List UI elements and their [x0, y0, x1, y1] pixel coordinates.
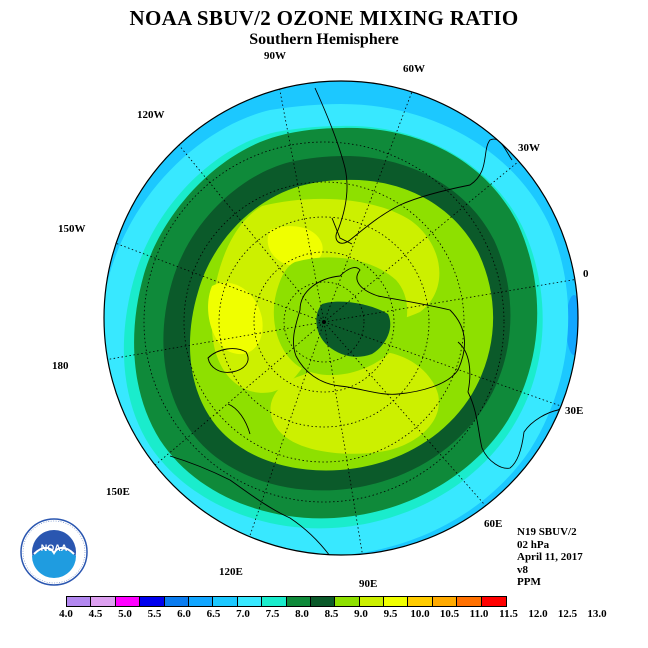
lon-label-90w: 90W	[264, 50, 286, 62]
swatch-12-0	[457, 597, 482, 606]
tick-6-0: 6.0	[177, 608, 191, 620]
version-label: v8	[517, 563, 528, 576]
swatch-11-5	[432, 597, 458, 606]
meridian-90e	[323, 321, 367, 555]
swatch-5-0	[115, 597, 141, 606]
swatch-10-5	[384, 597, 409, 606]
ozone-field	[104, 81, 578, 555]
tick-4-5: 4.5	[88, 608, 103, 620]
swatch-9-5	[335, 597, 360, 606]
lat-circle-2	[253, 251, 395, 393]
swatch-6-5	[188, 597, 214, 606]
swatch-4-5	[91, 597, 116, 606]
tick-13-0: 13.0	[587, 608, 607, 620]
meridian-120w	[159, 121, 325, 323]
south-america-coast	[314, 87, 513, 244]
lon-label-120w: 120W	[137, 109, 165, 121]
logo-ring-lettering	[22, 520, 86, 584]
meridian-90w	[275, 81, 325, 323]
meridian-180	[104, 321, 325, 367]
lat-circle-1	[283, 281, 365, 363]
date-label: April 11, 2017	[517, 551, 583, 563]
swatch-11-0	[408, 597, 433, 606]
tierra-del-fuego	[331, 217, 353, 245]
lon-label-180: 180	[52, 360, 69, 372]
pressure-level-label: 02 hPa	[517, 538, 550, 551]
colorbar	[66, 596, 508, 607]
tick-7-0: 7.0	[236, 608, 250, 620]
tick-7-5: 7.5	[265, 608, 280, 620]
africa-coast	[457, 341, 578, 469]
satellite-label: N19 SBUV/2	[517, 526, 577, 538]
lat-circle-5	[143, 141, 505, 503]
map-title: NOAA SBUV/2 OZONE MIXING RATIO	[129, 6, 519, 30]
logo-sea	[32, 549, 76, 578]
tick-12-5: 12.5	[557, 608, 578, 620]
tick-5-5: 5.5	[147, 608, 162, 620]
swatch-5-5	[140, 597, 165, 606]
tick-9-0: 9.0	[354, 608, 368, 620]
colorbar-ticks: 4.0 4.5 5.0 5.5 6.0 6.5 7.0 7.5 8.0 8.5 …	[58, 608, 607, 622]
south-pole-marker	[322, 320, 326, 324]
tick-8-0: 8.0	[295, 608, 309, 620]
tick-10-5: 10.5	[439, 608, 460, 620]
band-9-0-core	[316, 301, 391, 357]
tick-9-5: 9.5	[383, 608, 398, 620]
swatch-8-5	[286, 597, 311, 606]
lat-circle-4	[183, 181, 465, 463]
swatch-6-0	[164, 597, 189, 606]
nz-coast	[227, 403, 251, 435]
antarctica-coast	[293, 267, 465, 395]
tick-10-0: 10.0	[410, 608, 430, 620]
lon-label-30w: 30W	[518, 142, 540, 154]
swatch-8-0	[262, 597, 287, 606]
meridian-150e	[127, 321, 325, 489]
band-10-5-a	[267, 226, 323, 267]
tick-6-5: 6.5	[206, 608, 221, 620]
lon-label-30e: 30E	[565, 405, 584, 417]
australia-coast	[169, 455, 331, 555]
units-label: PPM	[517, 576, 541, 588]
tick-8-5: 8.5	[324, 608, 339, 620]
band-6-5-spot-right	[566, 295, 578, 355]
map-boundary	[103, 80, 579, 556]
swatch-4-0	[67, 597, 92, 606]
tick-12-0: 12.0	[528, 608, 548, 620]
noaa-logo: NOAA	[20, 518, 88, 586]
swatch-7-0	[213, 597, 238, 606]
swatch-7-5	[237, 597, 263, 606]
tick-4-0: 4.0	[59, 608, 73, 620]
logo-bird	[33, 546, 75, 556]
tick-11-0: 11.0	[469, 608, 489, 620]
ross-sea-coast	[207, 348, 249, 373]
lon-label-0: 0	[583, 268, 589, 280]
lon-label-60e: 60E	[484, 518, 503, 530]
meridian-150w	[104, 231, 325, 323]
band-10-0-south	[270, 350, 439, 454]
tick-5-0: 5.0	[118, 608, 132, 620]
swatch-9-0	[310, 597, 336, 606]
band-10-5-b	[208, 282, 263, 355]
lon-label-90e: 90E	[359, 578, 378, 590]
logo-text: NOAA	[41, 543, 68, 553]
lon-label-60w: 60W	[403, 63, 425, 75]
coastlines	[169, 87, 578, 555]
dataset-info: N19 SBUV/2 02 hPa April 11, 2017 v8 PPM	[517, 526, 583, 589]
meridian-30w	[323, 151, 531, 323]
lat-circle-3	[218, 216, 430, 428]
lon-label-150e: 150E	[106, 486, 130, 498]
lon-label-150w: 150W	[58, 223, 86, 235]
map-subtitle: Southern Hemisphere	[249, 31, 399, 48]
lon-label-120e: 120E	[219, 566, 243, 578]
swatch-12-5	[481, 597, 507, 606]
tick-11-5: 11.5	[499, 608, 518, 620]
graticule	[104, 81, 578, 555]
swatch-10-0	[359, 597, 385, 606]
